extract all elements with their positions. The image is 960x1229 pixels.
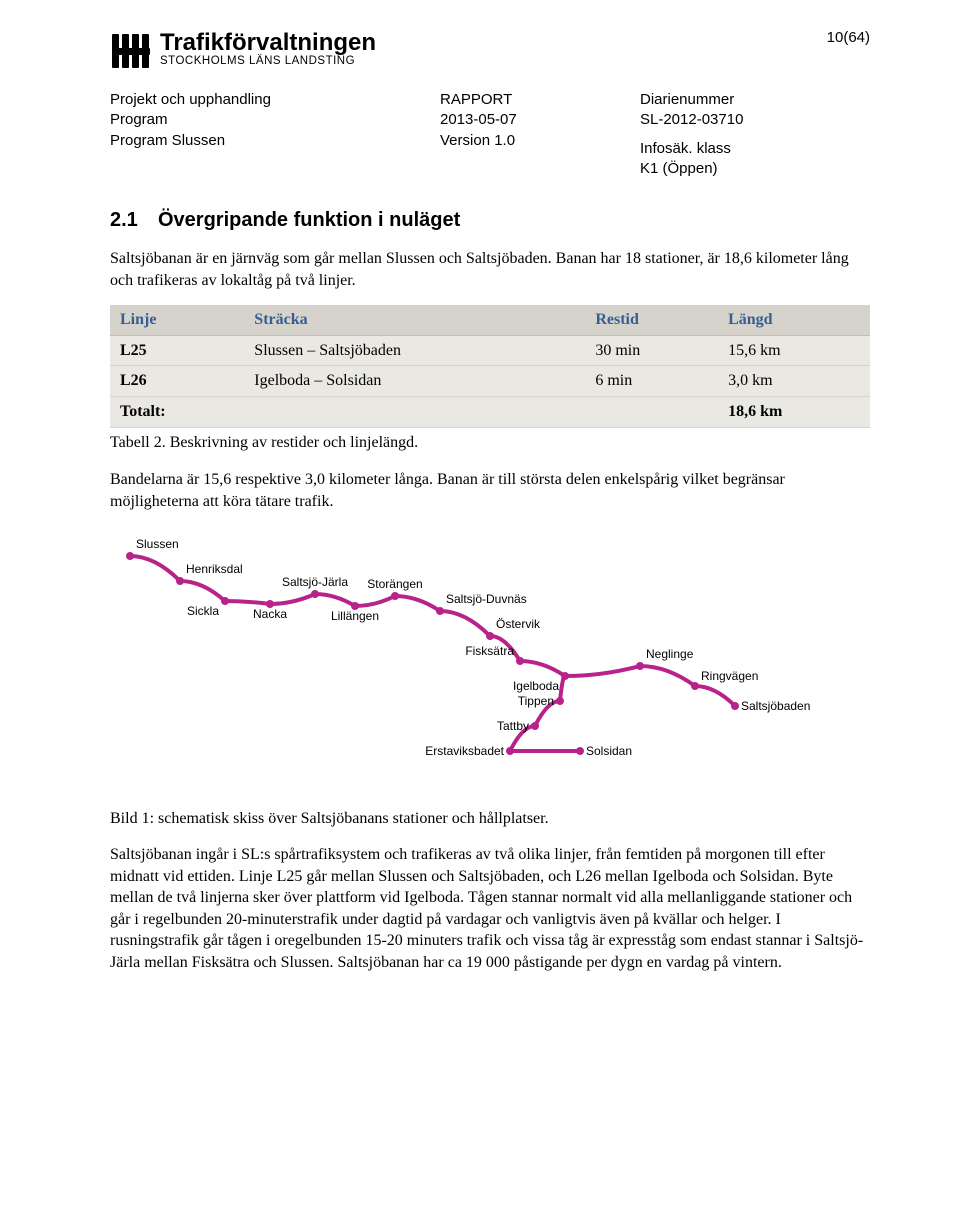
logo-mark-icon [110,30,152,72]
station-label: Lillängen [331,609,379,623]
meta-left-l1: Projekt och upphandling [110,90,440,110]
station-label: Saltsjö-Järla [282,575,348,589]
cell-total-label: Totalt: [110,396,244,427]
table-row: L26 Igelboda – Solsidan 6 min 3,0 km [110,366,870,397]
station-label: Saltsjö-Duvnäs [446,592,527,606]
logo-subtitle: STOCKHOLMS LÄNS LANDSTING [160,55,376,67]
meta-right-l3: Infosäk. klass [640,139,870,159]
meta-right-l4: K1 (Öppen) [640,159,870,179]
paragraph-2: Bandelarna är 15,6 respektive 3,0 kilome… [110,469,870,512]
station-label: Solsidan [586,744,632,758]
meta-left: Projekt och upphandling Program Program … [110,90,440,179]
station-label: Storängen [367,577,422,591]
th-langd: Längd [718,305,870,335]
cell-linje: L25 [110,335,244,366]
lines-table: Linje Sträcka Restid Längd L25 Slussen –… [110,305,870,427]
document-page: 10(64) Trafikförvaltningen STOCKHOLMS LÄ… [0,0,960,1229]
table-header-row: Linje Sträcka Restid Längd [110,305,870,335]
station-label: Erstaviksbadet [425,744,504,758]
doc-meta: Projekt och upphandling Program Program … [110,90,870,179]
section-heading: 2.1Övergripande funktion i nuläget [110,207,870,234]
cell-langd: 3,0 km [718,366,870,397]
table-caption: Tabell 2. Beskrivning av restider och li… [110,432,870,454]
logo: Trafikförvaltningen STOCKHOLMS LÄNS LAND… [110,30,376,72]
station-label: Fisksätra [465,644,514,658]
meta-left-l3: Program Slussen [110,131,440,151]
meta-left-l2: Program [110,110,440,130]
station-label: Henriksdal [186,562,243,576]
meta-center-l3: Version 1.0 [440,131,640,151]
cell-total-langd: 18,6 km [718,396,870,427]
page-number: 10(64) [827,28,870,48]
cell-restid: 30 min [585,335,718,366]
table-total-row: Totalt: 18,6 km [110,396,870,427]
th-stracka: Sträcka [244,305,585,335]
station-label: Östervik [496,617,541,631]
station-label: Sickla [187,604,219,618]
cell-linje: L26 [110,366,244,397]
station-label: Slussen [136,537,179,551]
meta-right-l1: Diarienummer [640,90,870,110]
meta-right-l2: SL-2012-03710 [640,110,870,130]
paragraph-1: Saltsjöbanan är en järnväg som går mella… [110,248,870,291]
station-label: Tippen [518,694,554,708]
cell-langd: 15,6 km [718,335,870,366]
header: Trafikförvaltningen STOCKHOLMS LÄNS LAND… [110,30,870,72]
th-restid: Restid [585,305,718,335]
image-caption: Bild 1: schematisk skiss över Saltsjöban… [110,808,870,830]
station-label: Ringvägen [701,669,758,683]
paragraph-3: Saltsjöbanan ingår i SL:s spårtrafiksyst… [110,844,870,974]
meta-center-l1: RAPPORT [440,90,640,110]
logo-title: Trafikförvaltningen [160,30,376,55]
station-label: Tattby [497,719,529,733]
section-number: 2.1 [110,207,158,234]
cell-restid: 6 min [585,366,718,397]
logo-text: Trafikförvaltningen STOCKHOLMS LÄNS LAND… [160,30,376,67]
station-label: Nacka [253,607,287,621]
th-linje: Linje [110,305,244,335]
route-diagram: Slussen Henriksdal Sickla Nacka Saltsjö-Järl… [110,526,870,776]
meta-center-l2: 2013-05-07 [440,110,640,130]
station-label: Igelboda [513,679,559,693]
station-label: Saltsjöbaden [741,699,810,713]
station-label: Neglinge [646,647,694,661]
cell-stracka: Slussen – Saltsjöbaden [244,335,585,366]
section-title: Övergripande funktion i nuläget [158,209,460,231]
meta-right: Diarienummer SL-2012-03710 Infosäk. klas… [640,90,870,179]
cell-stracka: Igelboda – Solsidan [244,366,585,397]
table-row: L25 Slussen – Saltsjöbaden 30 min 15,6 k… [110,335,870,366]
meta-center: RAPPORT 2013-05-07 Version 1.0 [440,90,640,179]
cell-empty [585,396,718,427]
cell-empty [244,396,585,427]
